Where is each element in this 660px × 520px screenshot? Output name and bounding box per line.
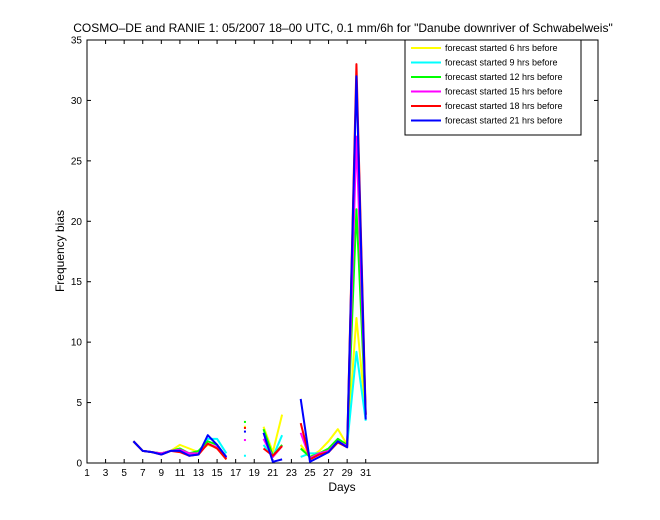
y-tick-label: 35: [71, 36, 83, 47]
series-line: [262, 445, 283, 457]
legend-entry: forecast started 21 hrs before: [445, 116, 563, 126]
x-tick-label: 17: [230, 468, 242, 479]
legend-entry: forecast started 6 hrs before: [445, 43, 558, 53]
legend-entry: forecast started 15 hrs before: [445, 87, 563, 97]
x-tick-label: 15: [212, 468, 224, 479]
x-tick-label: 19: [249, 468, 261, 479]
x-tick-label: 31: [360, 468, 372, 479]
chart-title: COSMO–DE and RANIE 1: 05/2007 18–00 UTC,…: [73, 21, 612, 35]
y-tick-label: 10: [71, 338, 83, 349]
x-tick-label: 1: [84, 468, 90, 479]
y-tick-label: 30: [71, 96, 83, 107]
x-tick-label: 27: [323, 468, 335, 479]
series-point: [243, 439, 246, 442]
x-tick-label: 29: [342, 468, 354, 479]
x-tick-label: 23: [286, 468, 298, 479]
x-tick-label: 11: [175, 468, 186, 479]
series-point: [243, 454, 246, 457]
series-line: [299, 75, 367, 463]
x-tick-label: 25: [304, 468, 316, 479]
legend-entry: forecast started 18 hrs before: [445, 101, 563, 111]
series-layer: [132, 63, 367, 463]
x-axis-label: Days: [328, 480, 355, 494]
x-tick-label: 21: [267, 468, 279, 479]
series-line: [262, 432, 283, 463]
y-tick-label: 20: [71, 217, 83, 228]
x-tick-label: 5: [121, 468, 127, 479]
y-tick-label: 15: [71, 277, 83, 288]
y-axis-label: Frequency bias: [53, 210, 67, 292]
series-point: [243, 425, 246, 428]
series-point: [243, 420, 246, 423]
legend-box: [404, 39, 582, 136]
series-point: [243, 426, 246, 429]
x-tick-label: 7: [140, 468, 146, 479]
series-6: [132, 75, 367, 463]
y-tick-label: 5: [76, 398, 82, 409]
y-tick-label: 0: [76, 459, 82, 470]
y-tick-label: 25: [71, 156, 83, 167]
legend-entry: forecast started 12 hrs before: [445, 72, 563, 82]
series-line: [132, 434, 228, 458]
x-tick-label: 3: [103, 468, 109, 479]
x-tick-label: 13: [193, 468, 205, 479]
series-point: [243, 430, 246, 433]
legend-entry: forecast started 9 hrs before: [445, 58, 558, 68]
legend: forecast started 6 hrs before forecast st…: [404, 39, 582, 136]
x-tick-label: 9: [159, 468, 165, 479]
axes: 1 3 5 7 9 11 13 15 17 19 21 23 25 27 29 310510152025303…: [71, 36, 598, 479]
